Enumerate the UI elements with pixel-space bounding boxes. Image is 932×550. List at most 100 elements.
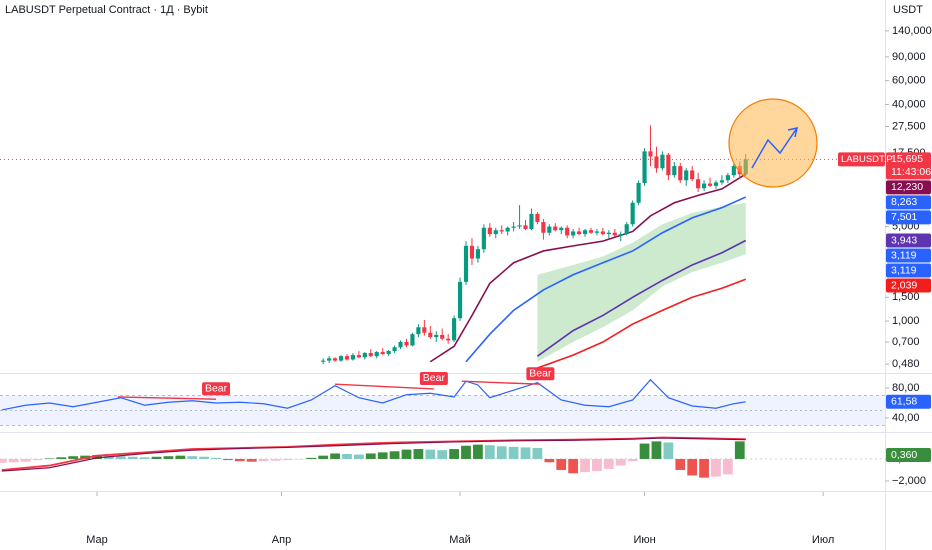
histogram-bar — [592, 458, 602, 472]
histogram-bar — [651, 441, 662, 459]
price-badge — [886, 180, 931, 195]
price-badge — [886, 248, 931, 263]
divergence-line — [335, 383, 434, 390]
candle-body — [327, 358, 332, 361]
chart-title: LABUSDT Perpetual Contract · 1Д · Bybit — [5, 4, 208, 16]
candle-body — [588, 230, 594, 233]
candle-body — [493, 230, 498, 235]
histogram-bar — [282, 458, 293, 461]
histogram-bar — [306, 457, 317, 459]
histogram-bar — [425, 449, 436, 459]
histogram-bar — [496, 446, 507, 459]
candle-body — [666, 154, 671, 176]
histogram-bar — [413, 449, 424, 459]
candle-body — [529, 213, 534, 229]
candle-body — [505, 227, 510, 232]
price-badge — [886, 195, 931, 210]
x-tick-label: Июл — [812, 534, 834, 546]
candle-body — [660, 154, 665, 169]
x-tick-label: Июн — [633, 534, 655, 546]
histogram-bar — [484, 445, 495, 459]
candle-body — [338, 356, 344, 361]
candle-body — [577, 231, 582, 235]
candle-body — [344, 356, 350, 360]
candle-body — [719, 180, 725, 183]
indicator-line — [536, 239, 747, 357]
histogram-bar — [473, 444, 483, 459]
candle-body — [374, 352, 379, 357]
candle-body — [630, 202, 635, 225]
x-tick-label: Май — [449, 534, 471, 546]
histogram-bar — [258, 458, 269, 462]
candle-body — [368, 353, 373, 357]
histogram-bar — [389, 451, 400, 459]
price-badge-label: 8,263 — [891, 196, 917, 208]
y-tick-label: 140,000 — [892, 25, 932, 37]
price-badge — [886, 152, 931, 180]
histogram-bar — [639, 443, 650, 459]
candle-body — [535, 213, 540, 223]
bear-label-box — [202, 382, 231, 396]
candle-body — [541, 222, 546, 233]
candle-body — [404, 342, 409, 346]
candle-body — [690, 170, 695, 180]
candle-body — [701, 183, 707, 189]
forecast-arrow — [751, 127, 798, 169]
price-badge-label: 3,119 — [891, 249, 917, 261]
symbol-label: LABUSDT.P — [841, 154, 893, 165]
value-badge-label: 0,360 — [891, 449, 917, 461]
price-badge-label: 3,119 — [891, 264, 917, 276]
histogram-bar — [234, 458, 245, 462]
value-badge — [886, 448, 931, 463]
y-tick-label: 60,000 — [892, 75, 926, 87]
candle-body — [469, 245, 475, 259]
candle-body — [725, 175, 730, 181]
histogram-bar — [342, 454, 352, 459]
price-badge — [886, 233, 931, 248]
price-badge-label: 3,943 — [891, 234, 917, 246]
candle-body — [713, 182, 719, 186]
candle-body — [452, 318, 457, 341]
histogram-bar — [699, 458, 709, 478]
pane — [0, 436, 885, 478]
histogram-bar — [544, 458, 555, 463]
candle-body — [457, 281, 463, 319]
candle-body — [487, 227, 492, 235]
y-tick-label: 0,700 — [892, 336, 920, 348]
histogram-bar — [663, 442, 674, 459]
candle-body — [553, 226, 558, 231]
histogram-bar — [461, 445, 471, 459]
y-tick-label: −2,000 — [892, 475, 926, 487]
bear-label-box — [419, 371, 448, 385]
rsi-band — [0, 395, 885, 426]
candle-body — [696, 179, 701, 189]
candle-body — [362, 353, 367, 358]
histogram-bar — [627, 458, 638, 462]
candle-body — [547, 226, 552, 233]
price-badge-label: 7,501 — [891, 211, 917, 223]
y-tick-label: 40,00 — [892, 412, 920, 424]
histogram-bar — [294, 458, 305, 460]
histogram-bar — [675, 458, 686, 470]
histogram-bar — [20, 458, 31, 462]
x-tick-label: Мар — [86, 534, 108, 546]
candle-body — [422, 327, 427, 333]
candle-body — [416, 327, 421, 335]
histogram-bar — [330, 453, 340, 459]
histogram-bar — [139, 457, 150, 459]
histogram-bar — [520, 447, 531, 459]
histogram-bar — [163, 456, 174, 459]
histogram-bar — [580, 458, 590, 473]
value-badge-label: 61,58 — [891, 396, 917, 408]
histogram-bar — [246, 458, 257, 462]
candle-body — [463, 245, 469, 282]
countdown: 11:43:06 — [891, 166, 931, 178]
price-badge — [886, 210, 931, 225]
candle-body — [642, 151, 647, 183]
divergence-line — [117, 396, 217, 400]
macd-line — [1, 437, 746, 472]
histogram-bar — [127, 456, 138, 459]
candle-body — [475, 249, 480, 259]
